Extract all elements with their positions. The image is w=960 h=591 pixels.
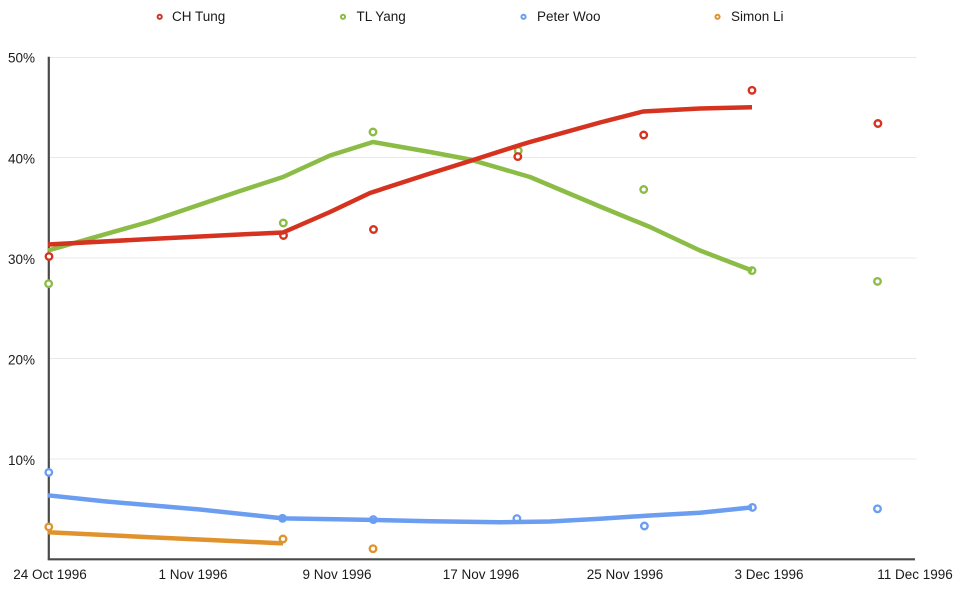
svg-text:Peter Woo: Peter Woo (537, 9, 601, 24)
svg-text:50%: 50% (8, 51, 35, 66)
svg-text:10%: 10% (8, 453, 35, 468)
svg-text:40%: 40% (8, 152, 35, 167)
svg-text:17 Nov 1996: 17 Nov 1996 (443, 567, 520, 582)
svg-text:Simon Li: Simon Li (731, 9, 784, 24)
svg-text:9 Nov 1996: 9 Nov 1996 (302, 567, 371, 582)
svg-text:3 Dec 1996: 3 Dec 1996 (734, 567, 803, 582)
svg-text:TL Yang: TL Yang (357, 9, 406, 24)
svg-text:25 Nov 1996: 25 Nov 1996 (587, 567, 664, 582)
svg-text:30%: 30% (8, 252, 35, 267)
svg-text:1 Nov 1996: 1 Nov 1996 (158, 567, 227, 582)
svg-text:24 Oct 1996: 24 Oct 1996 (13, 567, 87, 582)
svg-text:CH Tung: CH Tung (172, 9, 225, 24)
svg-text:11 Dec 1996: 11 Dec 1996 (877, 567, 953, 582)
svg-text:20%: 20% (8, 353, 35, 368)
